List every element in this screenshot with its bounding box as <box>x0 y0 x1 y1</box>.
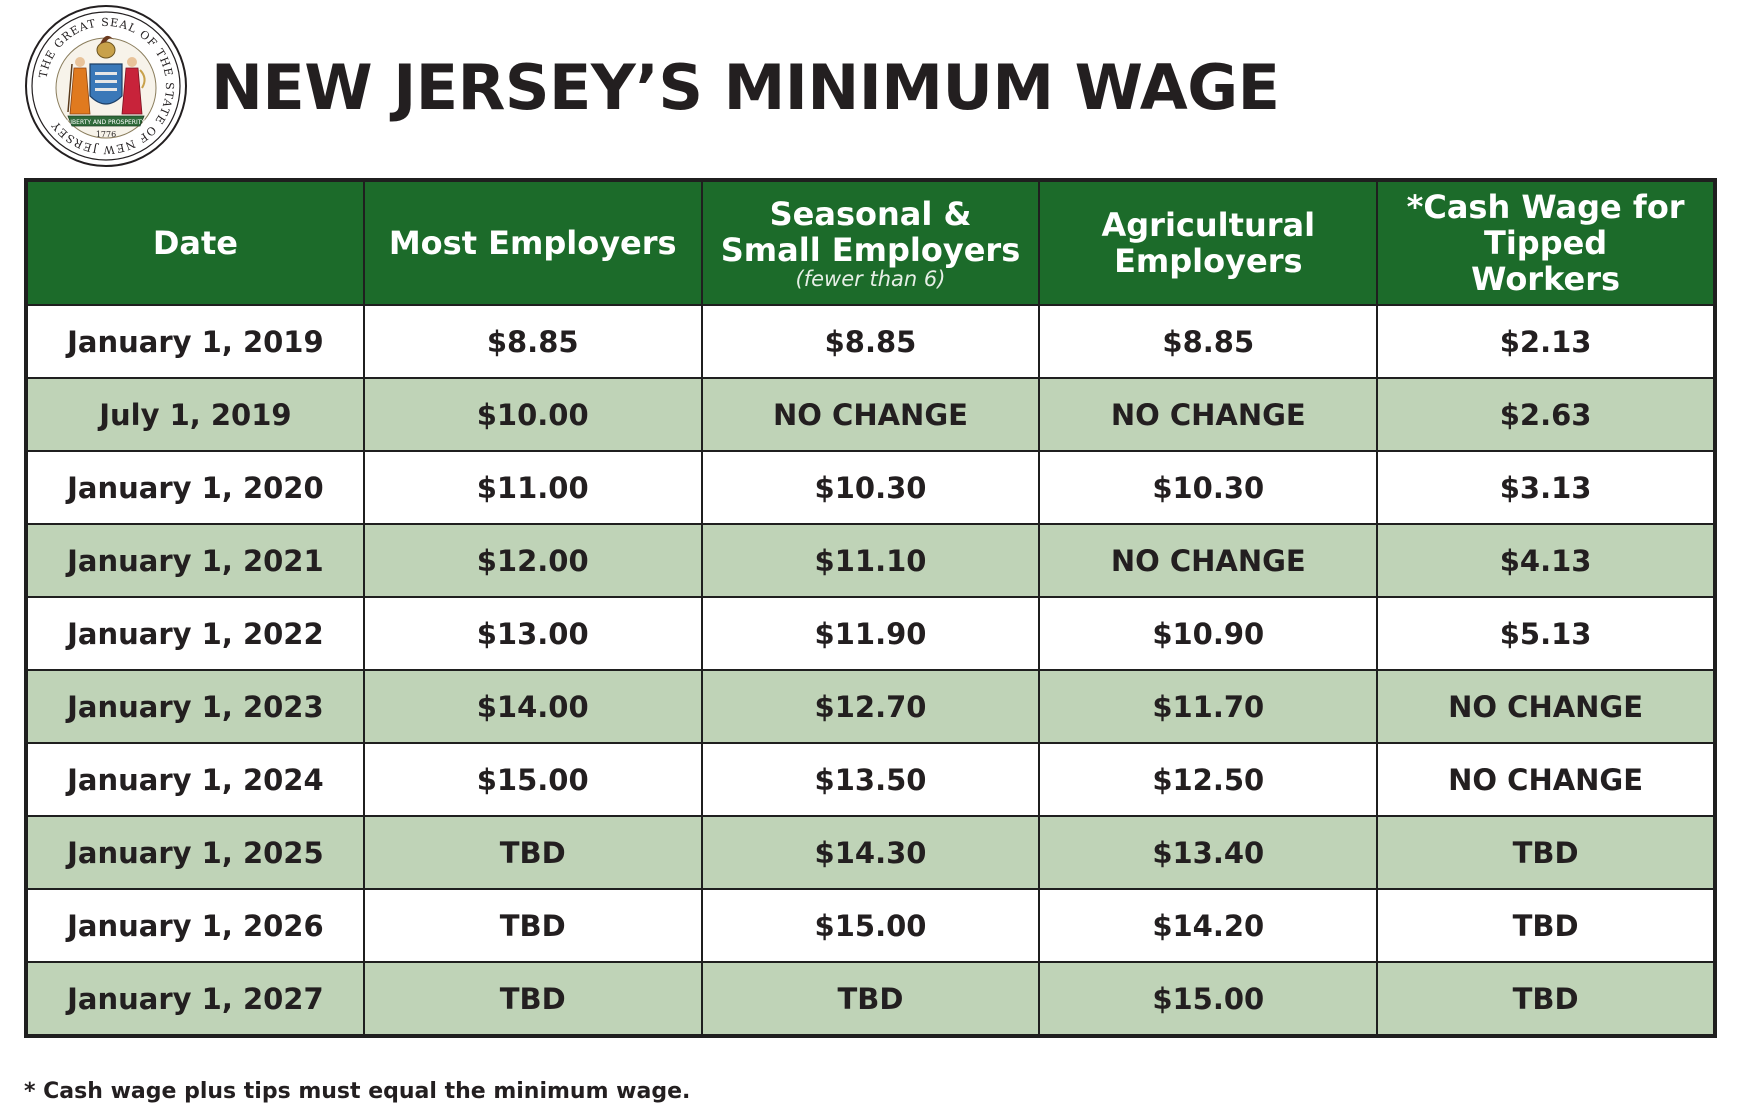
cell-date: January 1, 2022 <box>25 596 365 671</box>
cell-agricultural: $13.40 <box>1038 815 1379 890</box>
cell-most-employers: $14.00 <box>362 669 703 744</box>
cell-seasonal-small: $8.85 <box>700 304 1041 379</box>
cell-agricultural: $11.70 <box>1038 669 1379 744</box>
cell-agricultural: $8.85 <box>1038 304 1379 379</box>
table-row: January 1, 2021 $12.00 $11.10 NO CHANGE … <box>25 523 1716 598</box>
cell-tipped-cash-wage: $4.13 <box>1376 523 1716 598</box>
cell-tipped-cash-wage: TBD <box>1376 815 1716 890</box>
cell-most-employers: $8.85 <box>362 304 703 379</box>
table-row: January 1, 2024 $15.00 $13.50 $12.50 NO … <box>25 742 1716 817</box>
cell-most-employers: TBD <box>362 815 703 890</box>
cell-date: January 1, 2020 <box>25 450 365 525</box>
cell-agricultural: $15.00 <box>1038 961 1379 1037</box>
cell-most-employers: TBD <box>362 961 703 1037</box>
cell-seasonal-small: TBD <box>700 961 1041 1037</box>
table-row: January 1, 2020 $11.00 $10.30 $10.30 $3.… <box>25 450 1716 525</box>
footnote: * Cash wage plus tips must equal the min… <box>24 1079 691 1104</box>
column-header-label: Most Employers <box>388 224 677 262</box>
table-row: January 1, 2026 TBD $15.00 $14.20 TBD <box>25 888 1716 963</box>
cell-tipped-cash-wage: TBD <box>1376 888 1716 963</box>
cell-date: January 1, 2026 <box>25 888 365 963</box>
cell-date: January 1, 2019 <box>25 304 365 379</box>
minimum-wage-table: Date Most Employers Seasonal & Small Emp… <box>24 178 1717 1038</box>
cell-tipped-cash-wage: $5.13 <box>1376 596 1716 671</box>
cell-most-employers: $12.00 <box>362 523 703 598</box>
cell-date: January 1, 2023 <box>25 669 365 744</box>
table-header-row: Date Most Employers Seasonal & Small Emp… <box>25 179 1716 306</box>
cell-date: January 1, 2027 <box>25 961 365 1037</box>
cell-seasonal-small: $12.70 <box>700 669 1041 744</box>
cell-date: July 1, 2019 <box>25 377 365 452</box>
page-title: NEW JERSEY’S MINIMUM WAGE <box>211 51 1280 124</box>
column-header-sublabel: (fewer than 6) <box>795 267 946 291</box>
column-header-agricultural-employers: Agricultural Employers <box>1038 179 1379 306</box>
cell-tipped-cash-wage: NO CHANGE <box>1376 742 1716 817</box>
column-header-label: Seasonal & Small Employers <box>720 195 1021 269</box>
cell-agricultural: $12.50 <box>1038 742 1379 817</box>
cell-most-employers: $15.00 <box>362 742 703 817</box>
table-row: January 1, 2025 TBD $14.30 $13.40 TBD <box>25 815 1716 890</box>
cell-date: January 1, 2024 <box>25 742 365 817</box>
cell-agricultural: $14.20 <box>1038 888 1379 963</box>
cell-agricultural: $10.90 <box>1038 596 1379 671</box>
cell-seasonal-small: $13.50 <box>700 742 1041 817</box>
table-row: January 1, 2027 TBD TBD $15.00 TBD <box>25 961 1716 1037</box>
seal-year-text: 1776 <box>96 130 116 139</box>
cell-seasonal-small: $15.00 <box>700 888 1041 963</box>
cell-most-employers: TBD <box>362 888 703 963</box>
cell-date: January 1, 2025 <box>25 815 365 890</box>
cell-seasonal-small: NO CHANGE <box>700 377 1041 452</box>
cell-tipped-cash-wage: NO CHANGE <box>1376 669 1716 744</box>
cell-date: January 1, 2021 <box>25 523 365 598</box>
table-row: July 1, 2019 $10.00 NO CHANGE NO CHANGE … <box>25 377 1716 452</box>
cell-most-employers: $13.00 <box>362 596 703 671</box>
cell-most-employers: $11.00 <box>362 450 703 525</box>
state-seal-icon: THE GREAT SEAL OF THE STATE OF NEW JERSE… <box>25 5 187 167</box>
cell-seasonal-small: $11.10 <box>700 523 1041 598</box>
cell-seasonal-small: $14.30 <box>700 815 1041 890</box>
cell-tipped-cash-wage: $3.13 <box>1376 450 1716 525</box>
cell-seasonal-small: $11.90 <box>700 596 1041 671</box>
table-row: January 1, 2023 $14.00 $12.70 $11.70 NO … <box>25 669 1716 744</box>
column-header-label: Agricultural Employers <box>1101 206 1316 280</box>
table-row: January 1, 2022 $13.00 $11.90 $10.90 $5.… <box>25 596 1716 671</box>
table-row: January 1, 2019 $8.85 $8.85 $8.85 $2.13 <box>25 304 1716 379</box>
column-header-label: *Cash Wage for Tipped Workers <box>1406 188 1685 298</box>
column-header-date: Date <box>25 179 365 306</box>
cell-agricultural: $10.30 <box>1038 450 1379 525</box>
column-header-most-employers: Most Employers <box>362 179 703 306</box>
column-header-label: Date <box>152 224 238 262</box>
cell-tipped-cash-wage: $2.13 <box>1376 304 1716 379</box>
cell-tipped-cash-wage: $2.63 <box>1376 377 1716 452</box>
cell-agricultural: NO CHANGE <box>1038 523 1379 598</box>
cell-seasonal-small: $10.30 <box>700 450 1041 525</box>
seal-banner-text: LIBERTY AND PROSPERITY <box>67 119 145 126</box>
column-header-tipped-cash-wage: *Cash Wage for Tipped Workers <box>1376 179 1716 306</box>
cell-most-employers: $10.00 <box>362 377 703 452</box>
cell-agricultural: NO CHANGE <box>1038 377 1379 452</box>
column-header-seasonal-small-employers: Seasonal & Small Employers (fewer than 6… <box>700 179 1041 306</box>
cell-tipped-cash-wage: TBD <box>1376 961 1716 1037</box>
